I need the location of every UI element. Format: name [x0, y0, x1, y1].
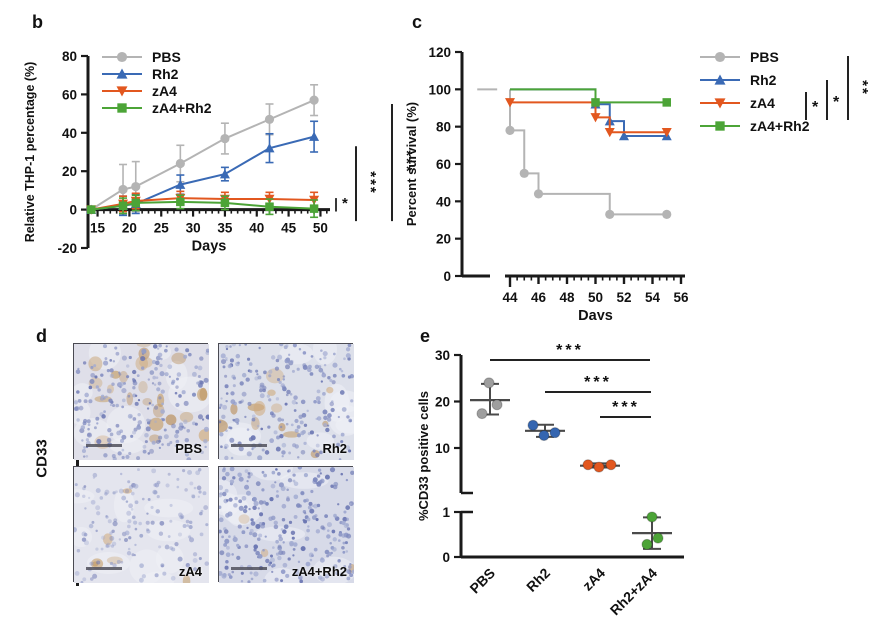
svg-text:20: 20: [62, 164, 77, 179]
svg-text:120: 120: [428, 45, 451, 60]
svg-text:Days: Days: [578, 308, 613, 320]
svg-text:20: 20: [435, 395, 450, 410]
svg-text:zA4: zA4: [750, 95, 775, 111]
tissue-label-rh2: Rh2: [322, 441, 347, 456]
cd33-row-label: CD33: [33, 439, 51, 478]
svg-text:35: 35: [217, 221, 233, 236]
svg-text:***: ***: [556, 342, 584, 359]
panel-d-letter: d: [36, 326, 47, 346]
svg-text:52: 52: [616, 290, 631, 305]
panel-b: b -20 0 20 40 60 80 15 20 25 30 35 40 45 50 Days Relati…: [18, 8, 438, 313]
panel-c: c 0 20 40 60 80 100 120 44 46 48 50 52 54 56 Days Perce…: [398, 8, 877, 324]
svg-text:Rh2: Rh2: [750, 72, 777, 88]
tissue-micrograph: [219, 344, 354, 460]
svg-text:20: 20: [436, 232, 451, 247]
svg-text:25: 25: [154, 221, 170, 236]
svg-text:40: 40: [249, 221, 264, 236]
svg-text:54: 54: [645, 290, 661, 305]
tissue-label-pbs: PBS: [175, 441, 202, 456]
svg-text:56: 56: [673, 290, 689, 305]
svg-text:15: 15: [90, 221, 106, 236]
svg-text:PBS: PBS: [466, 565, 498, 597]
scale-bar: [86, 567, 122, 570]
svg-text:80: 80: [436, 120, 451, 135]
svg-text:0: 0: [442, 550, 450, 565]
svg-text:***: ***: [362, 171, 379, 195]
cd33-bracket-line: [76, 343, 79, 586]
svg-text:48: 48: [559, 290, 575, 305]
svg-text:10: 10: [435, 441, 450, 456]
svg-text:***: ***: [584, 374, 612, 391]
svg-text:100: 100: [428, 82, 451, 97]
svg-text:50: 50: [313, 221, 328, 236]
svg-text:PBS: PBS: [750, 49, 779, 65]
svg-text:zA4+Rh2: zA4+Rh2: [152, 100, 212, 116]
svg-text:40: 40: [62, 126, 77, 141]
svg-text:*: *: [833, 94, 840, 111]
svg-text:40: 40: [436, 194, 451, 209]
svg-text:*: *: [342, 195, 348, 212]
svg-text:20: 20: [122, 221, 137, 236]
svg-text:***: ***: [612, 399, 640, 416]
tissue-micrograph: [74, 344, 209, 460]
tissue-image-pbs: PBS: [73, 343, 209, 460]
svg-text:*: *: [812, 99, 819, 116]
svg-text:zA4: zA4: [579, 565, 608, 594]
svg-text:zA4: zA4: [152, 83, 177, 99]
scale-bar: [231, 567, 267, 570]
svg-text:**: **: [854, 80, 871, 96]
survival-chart: 0 20 40 60 80 100 120 44 46 48 50 52 54 56 Days Percent…: [404, 45, 871, 324]
svg-text:1: 1: [442, 505, 450, 520]
panel-b-letter: b: [32, 12, 43, 32]
svg-text:0: 0: [443, 269, 451, 284]
svg-text:zA4+Rh2: zA4+Rh2: [750, 118, 810, 134]
svg-text:Relative THP-1 percentage (%): Relative THP-1 percentage (%): [23, 62, 37, 243]
cd33-scatter-chart: 10 20 30 0 1 %CD33 positive cells PBS Rh2 zA4Rh2…: [416, 342, 684, 619]
tissue-micrograph: [74, 467, 209, 583]
panel-e: e 10 20 30 0 1 %CD33 positive cells PBS Rh2 zA4 R…: [408, 322, 873, 636]
svg-text:Rh2+zA4: Rh2+zA4: [607, 565, 661, 619]
svg-text:60: 60: [436, 157, 451, 172]
svg-text:-20: -20: [57, 241, 77, 256]
svg-text:46: 46: [531, 290, 547, 305]
panel-c-letter: c: [412, 12, 423, 32]
svg-text:Days: Days: [192, 239, 227, 255]
svg-text:***: ***: [398, 150, 415, 174]
tissue-image-za4: zA4: [73, 466, 209, 583]
svg-text:44: 44: [502, 290, 518, 305]
scale-bar: [231, 444, 267, 447]
svg-text:30: 30: [435, 348, 450, 363]
svg-text:45: 45: [281, 221, 297, 236]
svg-text:80: 80: [62, 49, 77, 64]
tissue-micrograph: [219, 467, 354, 583]
tissue-label-za4rh2: zA4+Rh2: [291, 564, 347, 579]
svg-text:%CD33 positive cells: %CD33 positive cells: [416, 391, 431, 521]
svg-text:Rh2: Rh2: [523, 565, 553, 595]
svg-text:PBS: PBS: [152, 49, 181, 65]
tissue-label-za4: zA4: [178, 564, 202, 579]
svg-text:60: 60: [62, 87, 77, 102]
panel-d: d CD33 PBS Rh2 zA4 zA4+Rh2: [28, 322, 408, 622]
svg-text:Percent survival (%): Percent survival (%): [404, 102, 419, 226]
tissue-image-za4rh2: zA4+Rh2: [218, 466, 354, 583]
thp1-line-chart: -20 0 20 40 60 80 15 20 25 30 35 40 45 50 Days Relative…: [23, 49, 415, 256]
panel-e-letter: e: [420, 326, 431, 346]
tissue-image-rh2: Rh2: [218, 343, 354, 460]
svg-text:50: 50: [588, 290, 603, 305]
scale-bar: [86, 444, 122, 447]
svg-text:Rh2: Rh2: [152, 66, 179, 82]
svg-text:0: 0: [69, 203, 77, 218]
svg-text:30: 30: [186, 221, 201, 236]
